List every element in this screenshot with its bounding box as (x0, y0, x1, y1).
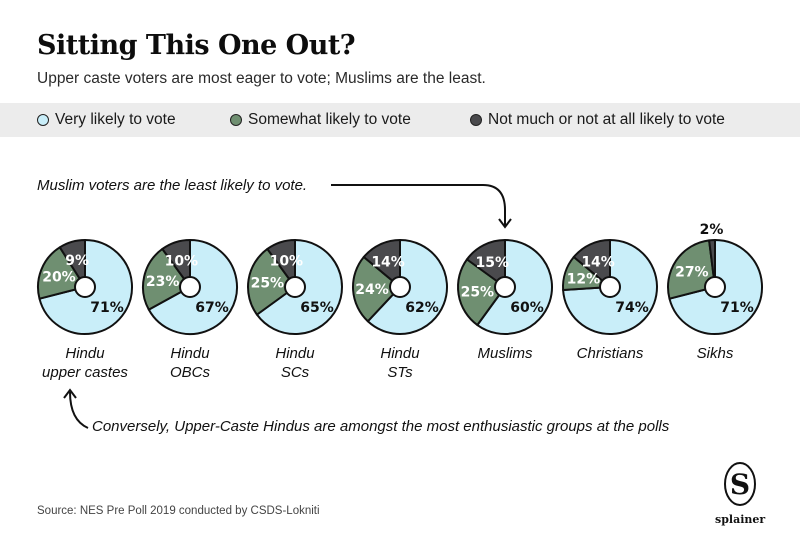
category-label: STs (387, 364, 413, 381)
arrow-to-upper-castes (69, 391, 89, 429)
pie-center-hole (599, 276, 621, 298)
pie-center-hole (389, 276, 411, 298)
pie-value-label: 27% (675, 264, 709, 280)
pie-value-label: 71% (720, 300, 754, 316)
legend-item-somewhat-likely: Somewhat likely to vote (230, 103, 411, 137)
source-note: Source: NES Pre Poll 2019 conducted by C… (37, 505, 320, 517)
legend-label: Very likely to vote (55, 111, 176, 128)
pie-value-label: 20% (42, 270, 76, 286)
pie-slice-somewhat-likely (247, 247, 296, 316)
pie-slice-somewhat-likely (457, 258, 506, 327)
chart-title: Sitting This One Out? (37, 30, 356, 61)
category-label: Hindu (65, 345, 105, 362)
pie-slice-not-likely (708, 239, 716, 288)
pie-slice-somewhat-likely (667, 239, 716, 300)
pie-3: 62% 24% 14% Hindu STs (352, 239, 448, 381)
arrow-to-muslims (331, 184, 506, 226)
pie-5: 74% 12%14% Christians (562, 239, 658, 362)
pie-value-label: 60% (510, 300, 544, 316)
pie-value-label: 10% (270, 253, 304, 269)
pie-value-label: 23% (146, 274, 180, 290)
pie-slice-not-likely (572, 239, 611, 288)
pie-slice-somewhat-likely (37, 246, 86, 300)
category-label: Hindu (275, 345, 315, 362)
pie-value-label: 24% (355, 282, 389, 298)
pie-value-label: 9% (65, 253, 89, 269)
pie-value-label: 14% (371, 255, 405, 271)
pie-6: 71% 27% 2% Sikhs (667, 222, 763, 362)
svg-text:S: S (730, 468, 750, 501)
pie-value-label: 10% (165, 253, 199, 269)
pie-value-label: 67% (195, 300, 229, 316)
pie-value-label: 2% (700, 222, 724, 238)
pie-2: 65% 25% 10% Hindu SCs (247, 239, 343, 381)
category-label: Muslims (478, 345, 533, 362)
pie-value-label: 25% (251, 276, 285, 292)
pie-value-label: 25% (461, 284, 495, 300)
legend-item-very-likely: Very likely to vote (37, 103, 176, 137)
pie-slice-somewhat-likely (142, 247, 191, 311)
splainer-logo: S splainer (715, 460, 765, 526)
category-label: Sikhs (697, 345, 734, 362)
legend-swatch-somewhat-likely (230, 114, 242, 126)
pie-center-hole (284, 276, 306, 298)
category-label: Hindu (170, 345, 210, 362)
pie-center-hole (704, 276, 726, 298)
pie-1: 67% 23% 10% Hindu OBCs (142, 239, 238, 381)
legend-label: Not much or not at all likely to vote (488, 111, 725, 128)
category-label: OBCs (170, 364, 211, 381)
logo-wordmark: splainer (715, 513, 766, 526)
pie-center-hole (74, 276, 96, 298)
category-label: upper castes (42, 364, 128, 381)
pie-value-label: 14% (581, 255, 615, 271)
legend-swatch-not-likely (470, 114, 482, 126)
arrow-head-up (63, 388, 77, 399)
pie-center-hole (179, 276, 201, 298)
pie-slice-not-likely (362, 239, 401, 288)
category-label: Christians (577, 345, 644, 362)
pie-0: 71% 20%9% Hindu upper castes (37, 239, 133, 381)
annotation-upper-caste: Conversely, Upper-Caste Hindus are among… (92, 418, 670, 435)
category-label: SCs (281, 364, 310, 381)
pie-slice-not-likely (465, 239, 506, 288)
chart-subtitle: Upper caste voters are most eager to vot… (37, 70, 486, 87)
pie-slice-not-likely (266, 239, 296, 288)
pie-value-label: 71% (90, 300, 124, 316)
pie-center-hole (494, 276, 516, 298)
pie-slice-somewhat-likely (352, 256, 401, 323)
pie-value-label: 62% (405, 300, 439, 316)
pie-slice-not-likely (161, 239, 191, 288)
pie-value-label: 15% (476, 255, 510, 271)
pie-value-label: 65% (300, 300, 334, 316)
arrow-head-down (498, 218, 512, 229)
pie-value-label: 74% (615, 300, 649, 316)
logo-s-icon: S (724, 462, 756, 506)
legend-item-not-likely: Not much or not at all likely to vote (470, 103, 725, 137)
legend-swatch-very-likely (37, 114, 49, 126)
legend: Very likely to vote Somewhat likely to v… (0, 103, 800, 137)
pie-slice-not-likely (58, 239, 86, 288)
annotation-muslim-voters: Muslim voters are the least likely to vo… (37, 177, 308, 194)
legend-label: Somewhat likely to vote (248, 111, 411, 128)
pie-4: 60% 25% 15% Muslims (457, 239, 553, 362)
pie-value-label: 12% (567, 271, 601, 287)
category-label: Hindu (380, 345, 420, 362)
